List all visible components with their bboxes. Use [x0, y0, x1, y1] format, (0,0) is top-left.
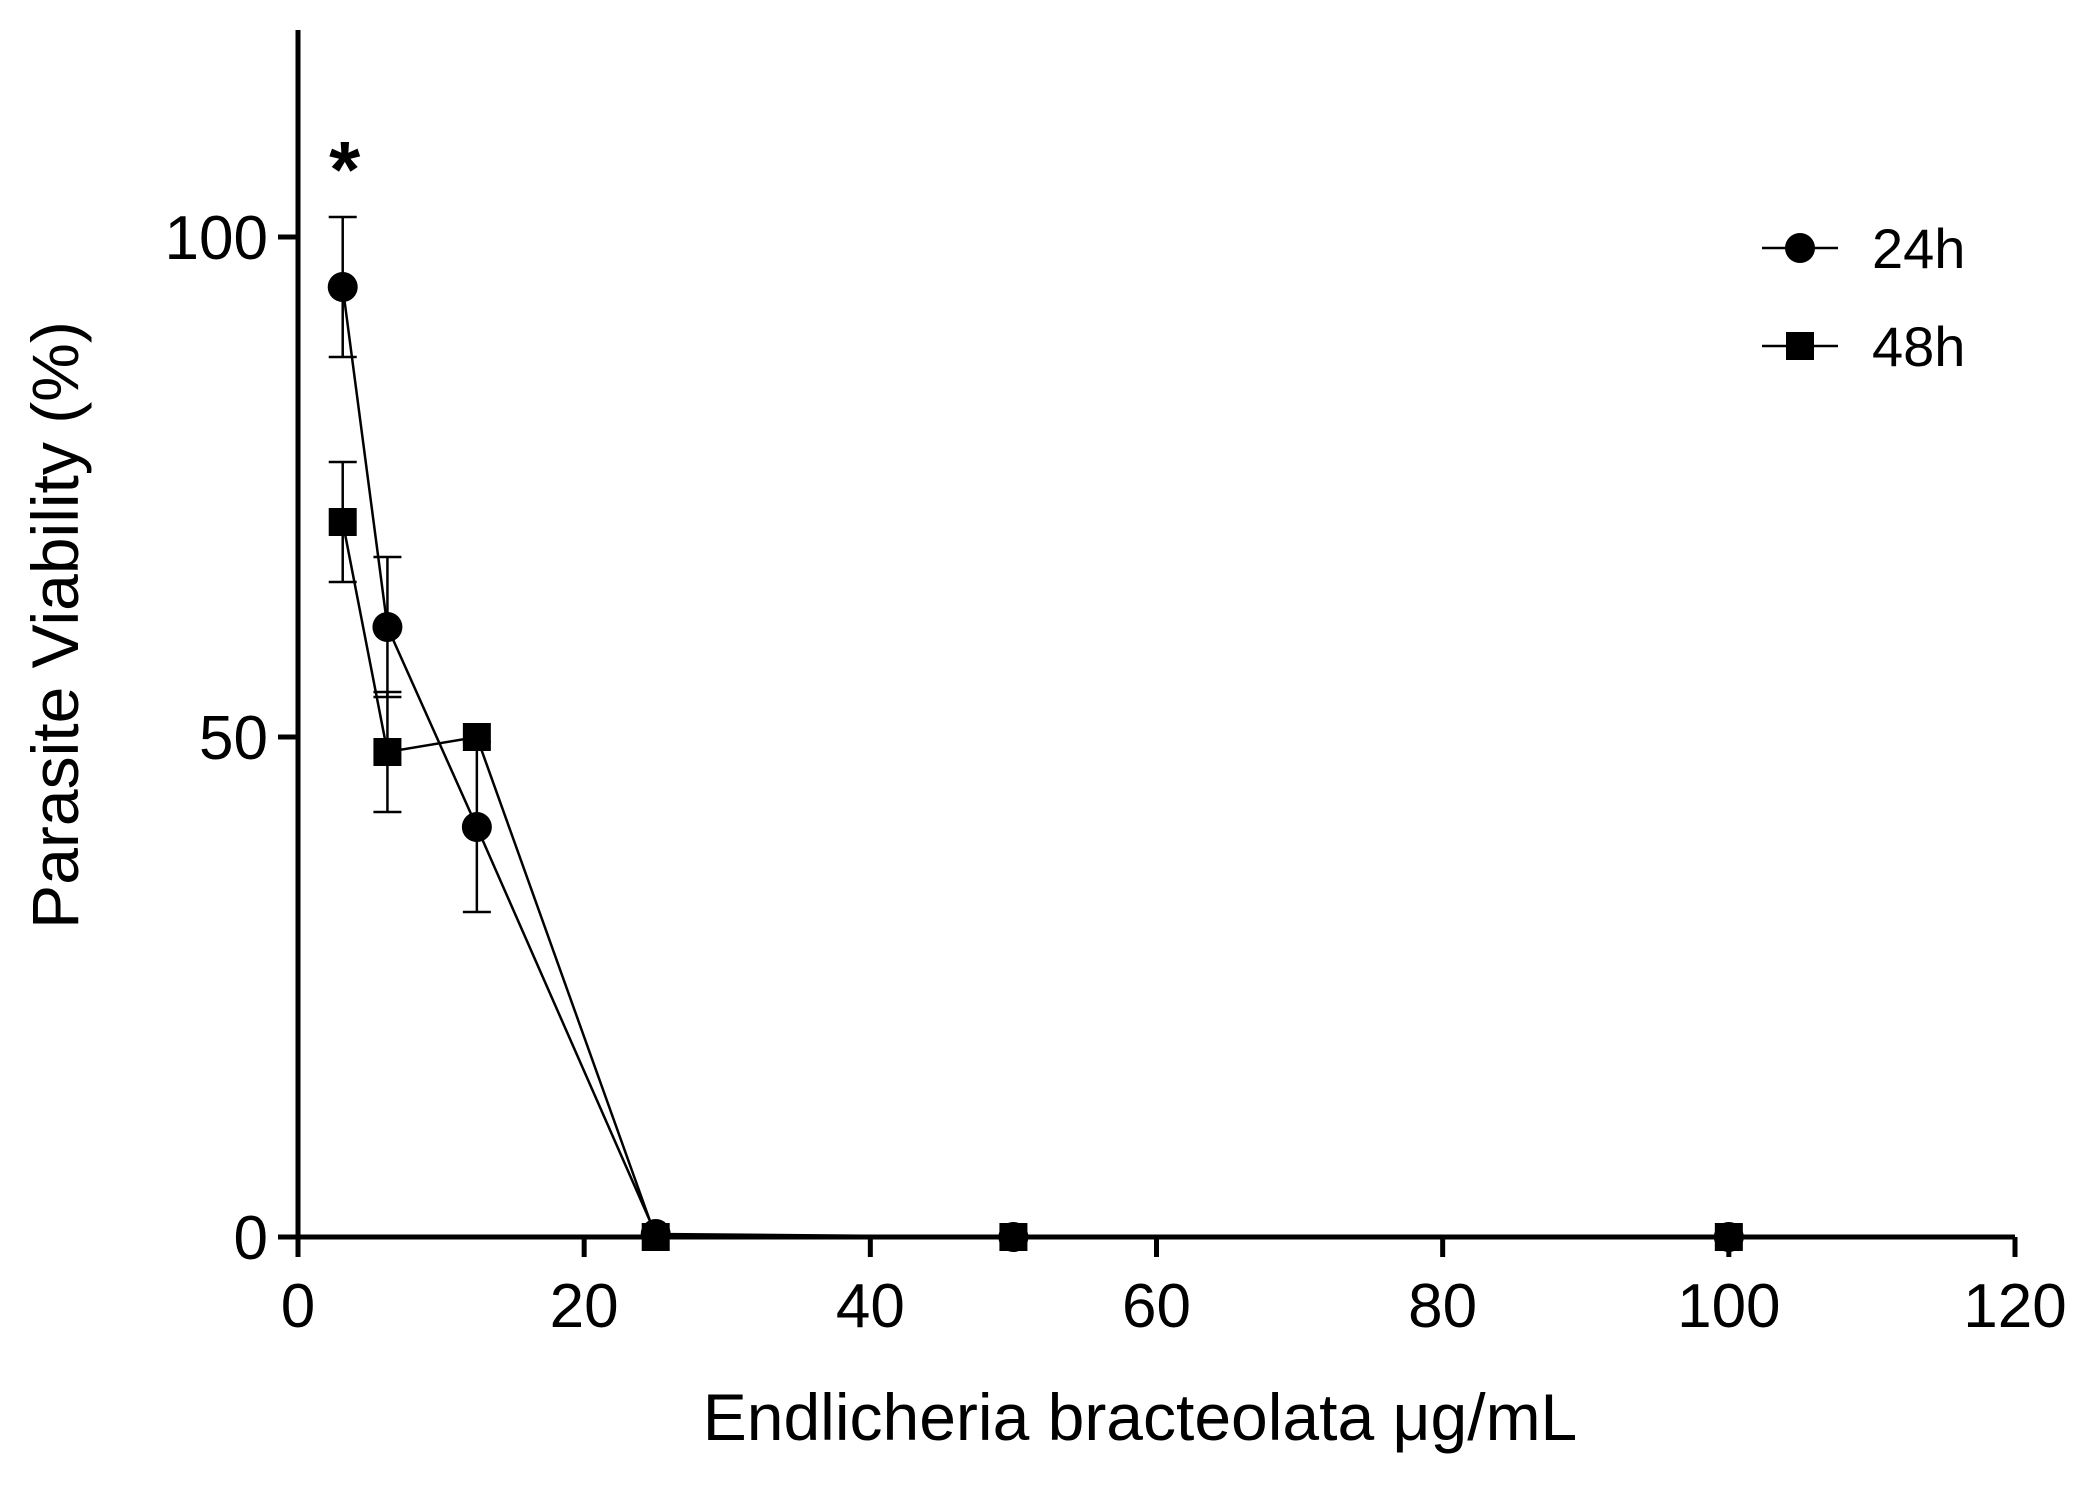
x-axis-title: Endlicheria bracteolata μg/mL: [703, 1380, 1578, 1454]
x-tick-label: 20: [550, 1272, 619, 1341]
y-tick-label: 50: [199, 704, 268, 773]
series-line: [341, 286, 1729, 1239]
x-tick-label: 80: [1408, 1272, 1477, 1341]
legend-label: 24h: [1872, 217, 1965, 280]
series-line: [341, 521, 1729, 1239]
data-point: [999, 1223, 1028, 1251]
x-tick-label: 120: [1963, 1272, 2066, 1341]
x-tick-label: 40: [836, 1272, 905, 1341]
data-point: [327, 272, 358, 302]
x-tick-label: 100: [1677, 1272, 1780, 1341]
data-point: [1714, 1223, 1743, 1251]
data-point: [372, 612, 403, 642]
series-layer: *: [327, 125, 1744, 1252]
x-tick-label: 0: [281, 1272, 315, 1341]
axes: 0 20 40 60 80 100 120 0 50 100: [165, 30, 2067, 1341]
data-point: [461, 812, 492, 842]
legend-marker: [1786, 332, 1814, 360]
legend-item-24h: 24h: [1762, 217, 1965, 280]
data-point: [462, 723, 491, 751]
data-point: [373, 738, 402, 766]
legend: 24h 48h: [1762, 217, 1965, 378]
legend-marker: [1785, 233, 1815, 263]
legend-label: 48h: [1872, 315, 1965, 378]
series-48h: [328, 460, 1743, 1251]
series-24h: [327, 215, 1744, 1252]
x-tick-label: 60: [1122, 1272, 1191, 1341]
data-point: [328, 508, 357, 536]
legend-item-48h: 48h: [1762, 315, 1965, 378]
y-tick-label: 100: [165, 204, 268, 273]
significance-marker: *: [329, 125, 361, 214]
y-axis-title: Parasite Viability (%): [18, 321, 92, 929]
y-tick-label: 0: [234, 1204, 268, 1273]
data-point: [641, 1223, 670, 1251]
